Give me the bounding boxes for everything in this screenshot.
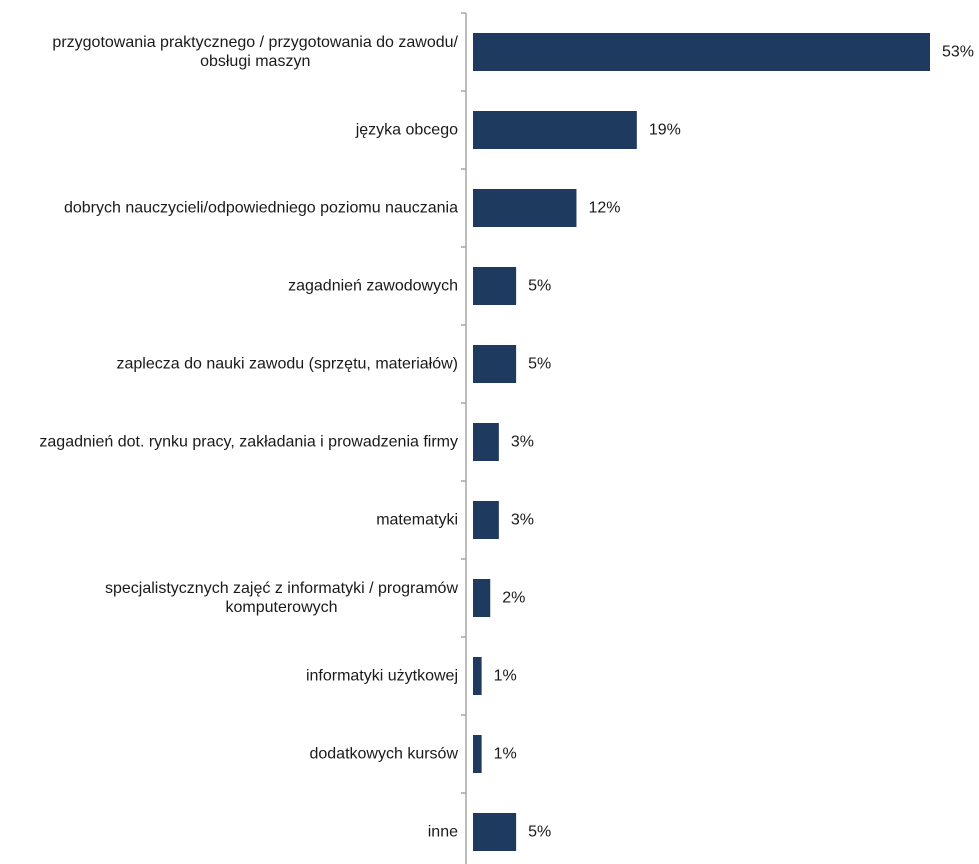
value-label: 53% bbox=[942, 44, 974, 61]
bar bbox=[473, 813, 517, 851]
bar bbox=[473, 345, 517, 383]
category-label-line: zagadnień dot. rynku pracy, zakładania i… bbox=[39, 434, 458, 451]
category-label-line: matematyki bbox=[376, 512, 458, 529]
bar bbox=[473, 423, 499, 461]
category-label-line: obsługi maszyn bbox=[200, 53, 310, 70]
category-label: informatyki użytkowej bbox=[306, 668, 458, 685]
category-label-line: zagadnień zawodowych bbox=[288, 278, 458, 295]
bar bbox=[473, 33, 930, 71]
bar bbox=[473, 657, 482, 695]
category-label-line: specjalistycznych zajęć z informatyki / … bbox=[105, 580, 458, 597]
category-label: przygotowania praktycznego / przygotowan… bbox=[52, 34, 458, 70]
value-label: 19% bbox=[649, 122, 681, 139]
category-label: zagadnień dot. rynku pracy, zakładania i… bbox=[39, 434, 458, 451]
category-label-line: inne bbox=[428, 824, 458, 841]
y-axis bbox=[461, 12, 467, 864]
category-labels-layer: przygotowania praktycznego / przygotowan… bbox=[39, 34, 458, 841]
category-label: języka obcego bbox=[355, 122, 458, 139]
category-label: specjalistycznych zajęć z informatyki / … bbox=[105, 580, 458, 616]
category-label-line: przygotowania praktycznego / przygotowan… bbox=[52, 34, 458, 51]
category-label-line: informatyki użytkowej bbox=[306, 668, 458, 685]
category-label: zagadnień zawodowych bbox=[288, 278, 458, 295]
value-label: 12% bbox=[588, 200, 620, 217]
value-label: 1% bbox=[494, 668, 517, 685]
category-label-line: dodatkowych kursów bbox=[309, 746, 458, 763]
value-label: 2% bbox=[502, 590, 525, 607]
category-label-line: komputerowych bbox=[225, 599, 337, 616]
value-label: 1% bbox=[494, 746, 517, 763]
category-label-line: zaplecza do nauki zawodu (sprzętu, mater… bbox=[117, 356, 459, 373]
bar bbox=[473, 111, 637, 149]
value-labels-layer: 53% 19% 12% 5% 5% 3% 3% 2% 1% 1% 5% bbox=[494, 44, 974, 841]
category-label-line: języka obcego bbox=[355, 122, 458, 139]
bars-layer bbox=[473, 33, 930, 851]
bar bbox=[473, 189, 577, 227]
value-label: 5% bbox=[528, 824, 551, 841]
value-label: 5% bbox=[528, 278, 551, 295]
category-label: matematyki bbox=[376, 512, 458, 529]
value-label: 5% bbox=[528, 356, 551, 373]
bar bbox=[473, 735, 482, 773]
bar bbox=[473, 579, 491, 617]
category-label: dobrych nauczycieli/odpowiedniego poziom… bbox=[64, 200, 458, 217]
value-label: 3% bbox=[511, 434, 534, 451]
category-label-line: dobrych nauczycieli/odpowiedniego poziom… bbox=[64, 200, 458, 217]
category-label: dodatkowych kursów bbox=[309, 746, 458, 763]
bar bbox=[473, 501, 499, 539]
category-label: inne bbox=[428, 824, 458, 841]
bar bbox=[473, 267, 517, 305]
value-label: 3% bbox=[511, 512, 534, 529]
category-label: zaplecza do nauki zawodu (sprzętu, mater… bbox=[117, 356, 459, 373]
